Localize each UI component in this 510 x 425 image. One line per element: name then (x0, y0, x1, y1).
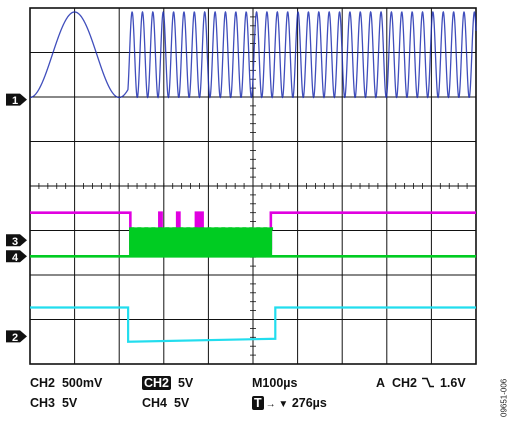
figure-id: 09651-006 (499, 378, 508, 417)
ch3-label: CH3 (30, 396, 56, 410)
channel-marker-3: 3 (6, 234, 27, 248)
ch3-scale-readout: CH3 5V (30, 396, 77, 410)
trigger-position-readout: T → ▼ 276µs (252, 396, 327, 410)
trigger-arrow: → ▼ (265, 399, 289, 410)
channel-marker-label: 4 (12, 252, 19, 264)
channel-marker-shape (6, 250, 27, 263)
timebase-readout: M100µs (252, 376, 298, 390)
channel-marker-shape (6, 93, 27, 106)
channel-marker-label: 3 (12, 236, 18, 248)
trigger-marker-icon: T (252, 396, 264, 410)
trigger-source: A (376, 376, 386, 390)
ch2-inverted-label: CH2 (142, 376, 172, 390)
ch2-scale-value: 500mV (61, 376, 103, 390)
ch1-waveform (30, 10, 477, 99)
scope-display: 1 3 4 2 (6, 7, 477, 365)
channel-marker-4: 4 (6, 250, 27, 264)
channel-marker-shape (6, 330, 27, 343)
ch2-inverted-scale: 5V (177, 376, 194, 390)
channel-marker-2: 2 (6, 330, 27, 344)
ch2-label: CH2 (30, 376, 56, 390)
channel-marker-shape (6, 234, 27, 247)
ch2-inverted-readout: CH2 5V (142, 376, 193, 390)
channel-marker-1: 1 (6, 93, 27, 107)
falling-edge-icon (422, 377, 435, 388)
ch2-scale-readout: CH2 500mV (30, 376, 102, 390)
ch2-waveform (30, 306, 476, 343)
ch4-waveform (30, 227, 476, 258)
trigger-channel: CH2 (391, 376, 417, 390)
channel-marker-label: 1 (12, 95, 18, 107)
ch4-scale-readout: CH4 5V (142, 396, 189, 410)
ch4-scale-value: 5V (173, 396, 190, 410)
trigger-level: 1.6V (439, 376, 466, 390)
channel-marker-label: 2 (12, 332, 18, 344)
trigger-delay: 276µs (291, 396, 327, 410)
ch3-scale-value: 5V (61, 396, 78, 410)
trigger-readout: A CH2 1.6V (376, 376, 466, 390)
ch4-label: CH4 (142, 396, 168, 410)
